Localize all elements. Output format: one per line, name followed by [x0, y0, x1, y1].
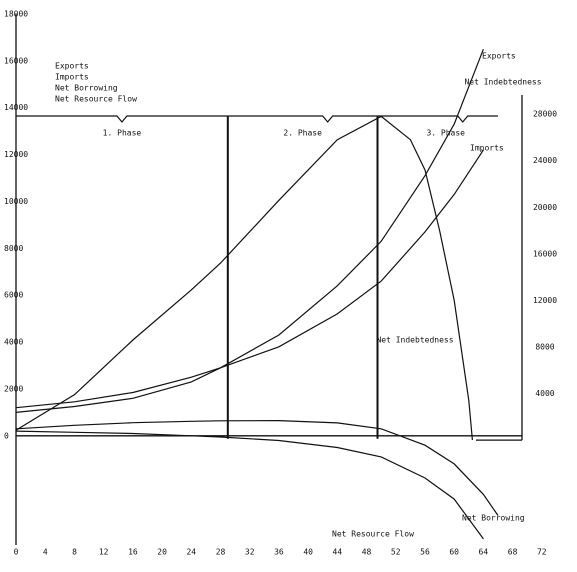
- y-tick-label: 10000: [4, 197, 28, 206]
- y-tick-label: 8000: [4, 244, 23, 253]
- x-tick-label: 8: [72, 548, 77, 557]
- x-tick-label: 56: [420, 548, 430, 557]
- y-tick-label: 4000: [4, 338, 23, 347]
- x-tick-label: 0: [14, 548, 19, 557]
- x-tick-label: 28: [216, 548, 226, 557]
- series-line: [16, 430, 484, 540]
- y2-tick-label: 12000: [533, 296, 557, 305]
- x-tick-label: 72: [537, 548, 547, 557]
- y-tick-label: 0: [4, 431, 9, 440]
- phase-bracket: [377, 115, 498, 123]
- series-line: [16, 419, 499, 516]
- x-tick-label: 68: [508, 548, 518, 557]
- curve-label: Net Borrowing: [462, 514, 525, 523]
- y2-axis-title: Net Indebtedness: [464, 78, 541, 87]
- x-tick-label: 20: [157, 548, 167, 557]
- x-tick-label: 4: [43, 548, 48, 557]
- x-tick-label: 52: [391, 548, 401, 557]
- y2-tick-label: 20000: [533, 203, 557, 212]
- x-tick-label: 32: [245, 548, 255, 557]
- y-tick-label: 6000: [4, 291, 23, 300]
- series-line: [16, 48, 484, 413]
- curve-label: Exports: [482, 52, 516, 61]
- y-tick-label: 14000: [4, 103, 28, 112]
- x-tick-label: 24: [186, 548, 196, 557]
- y2-tick-label: 8000: [535, 342, 554, 351]
- y2-tick-label: 28000: [533, 110, 557, 119]
- x-tick-label: 12: [99, 548, 109, 557]
- y-tick-label: 18000: [4, 10, 28, 19]
- y2-tick-label: 24000: [533, 156, 557, 165]
- x-tick-label: 64: [479, 548, 489, 557]
- phase-bracket: [227, 115, 378, 123]
- x-tick-label: 60: [449, 548, 459, 557]
- phase-bracket: [16, 115, 228, 123]
- x-tick-label: 48: [362, 548, 372, 557]
- phase-label: 2. Phase: [283, 129, 322, 138]
- curve-label: Imports: [470, 144, 504, 153]
- y-tick-label: 12000: [4, 150, 28, 159]
- series-line: [16, 149, 484, 409]
- legend-entry: Exports: [55, 62, 89, 71]
- y2-tick-label: 16000: [533, 249, 557, 258]
- legend-entry: Net Borrowing: [55, 84, 118, 93]
- y-tick-label: 2000: [4, 384, 23, 393]
- legend-entry: Imports: [55, 73, 89, 82]
- curve-label: Net Indebtedness: [376, 336, 453, 345]
- y2-tick-label: 4000: [535, 389, 554, 398]
- legend-entry: Net Resource Flow: [55, 95, 137, 104]
- phase-label: 3. Phase: [426, 129, 465, 138]
- phase-label: 1. Phase: [103, 129, 142, 138]
- x-tick-label: 16: [128, 548, 138, 557]
- x-tick-label: 44: [333, 548, 343, 557]
- x-tick-label: 36: [274, 548, 284, 557]
- y-tick-label: 16000: [4, 56, 28, 65]
- x-tick-label: 40: [303, 548, 313, 557]
- series-line: [15, 115, 473, 441]
- curve-label: Net Resource Flow: [332, 530, 414, 539]
